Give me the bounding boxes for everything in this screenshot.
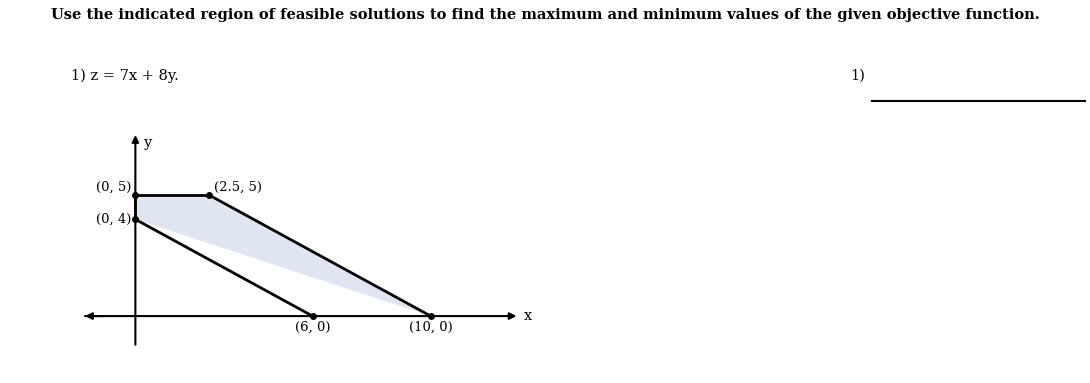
- Polygon shape: [135, 195, 431, 316]
- Text: (2.5, 5): (2.5, 5): [214, 181, 262, 194]
- Text: (6, 0): (6, 0): [294, 321, 330, 334]
- Text: 1) z = 7x + 8y.: 1) z = 7x + 8y.: [71, 69, 179, 83]
- Text: Use the indicated region of feasible solutions to find the maximum and minimum v: Use the indicated region of feasible sol…: [50, 8, 1040, 22]
- Text: x: x: [524, 309, 532, 323]
- Text: (0, 4): (0, 4): [96, 213, 132, 226]
- Text: (0, 5): (0, 5): [96, 181, 132, 194]
- Text: y: y: [143, 136, 152, 150]
- Text: (10, 0): (10, 0): [409, 321, 452, 334]
- Text: 1): 1): [850, 69, 865, 83]
